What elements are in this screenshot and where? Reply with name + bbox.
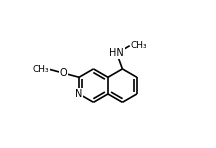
- Text: CH₃: CH₃: [33, 65, 49, 74]
- Text: CH₃: CH₃: [130, 41, 147, 50]
- Text: N: N: [75, 89, 83, 99]
- Text: HN: HN: [109, 48, 124, 58]
- Text: O: O: [60, 68, 68, 78]
